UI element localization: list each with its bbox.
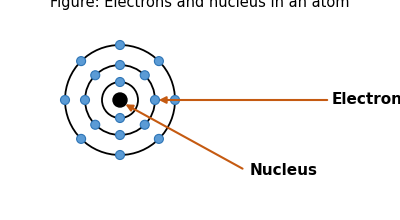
Circle shape <box>116 150 124 160</box>
Text: Figure: Electrons and nucleus in an atom: Figure: Electrons and nucleus in an atom <box>50 0 350 10</box>
Circle shape <box>140 120 149 129</box>
Circle shape <box>60 95 70 104</box>
Circle shape <box>154 134 163 143</box>
Text: Nucleus: Nucleus <box>250 163 318 178</box>
Circle shape <box>116 130 124 139</box>
Circle shape <box>91 120 100 129</box>
Circle shape <box>80 95 90 104</box>
Circle shape <box>77 57 86 66</box>
Circle shape <box>170 95 180 104</box>
Circle shape <box>116 61 124 70</box>
Circle shape <box>113 93 127 107</box>
Circle shape <box>116 114 124 123</box>
Text: Electrons: Electrons <box>332 92 400 108</box>
Circle shape <box>116 77 124 86</box>
Circle shape <box>154 57 163 66</box>
Circle shape <box>91 71 100 80</box>
Circle shape <box>140 71 149 80</box>
Circle shape <box>150 95 160 104</box>
Circle shape <box>77 134 86 143</box>
Circle shape <box>116 40 124 50</box>
